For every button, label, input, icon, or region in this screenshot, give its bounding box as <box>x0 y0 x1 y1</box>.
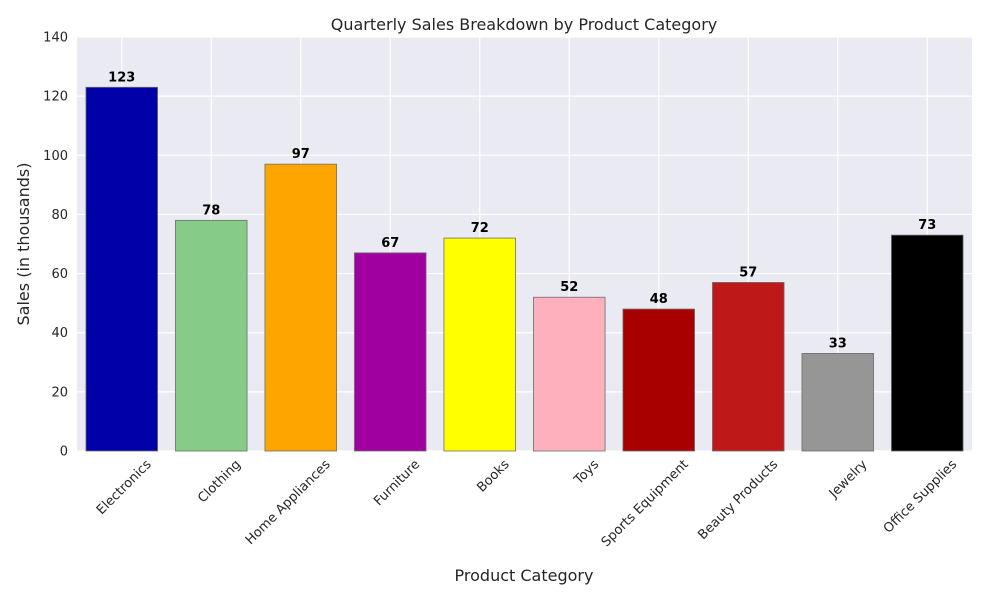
bar-toys <box>533 296 606 452</box>
y-tick-label: 140 <box>43 31 68 46</box>
y-tick-label: 100 <box>43 149 68 164</box>
x-tick-label: Toys <box>571 457 602 488</box>
y-tick-label: 0 <box>60 445 68 460</box>
bar-value-label: 52 <box>560 280 578 295</box>
x-axis-label: Product Category <box>455 566 594 585</box>
x-tick-label: Sports Equipment <box>599 457 692 550</box>
bar-beauty-products <box>712 282 785 452</box>
bar-value-label: 97 <box>292 147 310 162</box>
x-tick-label: Beauty Products <box>695 457 781 543</box>
x-tick-label: Office Supplies <box>881 457 960 536</box>
bar-value-label: 48 <box>650 292 668 307</box>
bar-jewelry <box>801 353 874 452</box>
x-tick-label: Books <box>474 457 512 495</box>
x-tick-label: Furniture <box>371 457 423 509</box>
bar-electronics <box>85 86 158 452</box>
y-tick-label: 60 <box>51 267 68 282</box>
bar-value-label: 72 <box>471 221 489 236</box>
bar-value-label: 73 <box>918 218 936 233</box>
bar-furniture <box>354 252 427 452</box>
x-tick-label: Jewelry <box>826 457 871 502</box>
y-tick-label: 20 <box>51 385 68 400</box>
bars <box>85 86 964 452</box>
bar-value-label: 67 <box>381 236 399 251</box>
bar-value-label: 33 <box>829 336 847 351</box>
bar-clothing <box>175 219 248 452</box>
bar-home-appliances <box>264 163 337 452</box>
y-axis-ticks: 0 20 40 60 80 100 120 140 <box>43 31 68 460</box>
bar-value-label: 57 <box>739 265 757 280</box>
data-labels: 123 78 97 67 72 52 48 57 33 73 <box>108 70 936 351</box>
bar-books <box>443 237 516 452</box>
bar-sports-equipment <box>622 308 695 452</box>
y-tick-label: 80 <box>51 208 68 223</box>
bar-value-label: 123 <box>108 70 135 85</box>
bar-value-label: 78 <box>202 203 220 218</box>
x-tick-label: Electronics <box>94 457 155 518</box>
y-axis-label: Sales (in thousands) <box>14 163 33 326</box>
x-tick-label: Home Appliances <box>243 457 334 548</box>
y-tick-label: 120 <box>43 90 68 105</box>
x-tick-label: Clothing <box>195 457 244 506</box>
y-tick-label: 40 <box>51 326 68 341</box>
chart-title: Quarterly Sales Breakdown by Product Cat… <box>331 15 718 34</box>
bar-office-supplies <box>891 234 964 452</box>
